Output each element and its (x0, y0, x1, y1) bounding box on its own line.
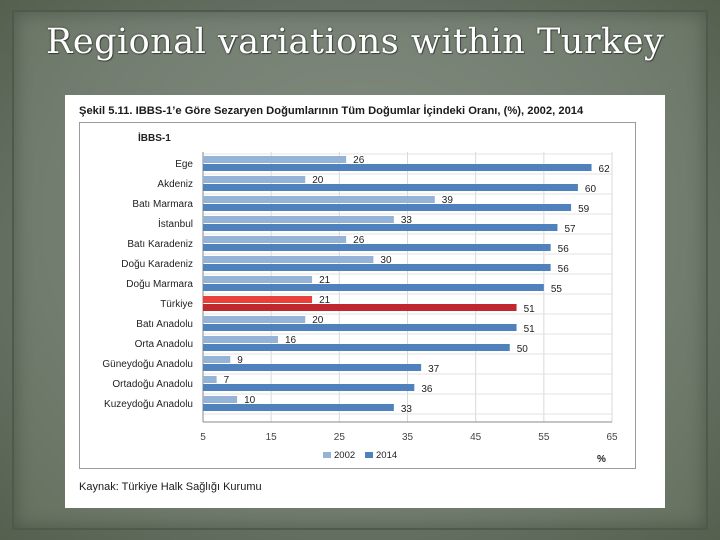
figure-caption: Şekil 5.11. IBBS-1’e Göre Sezaryen Doğum… (79, 105, 584, 117)
category-label: Ege (175, 159, 193, 170)
bar-2014 (203, 164, 592, 171)
data-label-2014: 60 (585, 184, 597, 195)
data-label-2002: 21 (319, 295, 331, 306)
data-label-2014: 57 (564, 224, 576, 235)
data-label-2014: 55 (551, 284, 563, 295)
bar-2002 (203, 276, 313, 283)
data-label-2002: 20 (312, 175, 324, 186)
data-label-2002: 10 (244, 395, 256, 406)
x-tick-label: 55 (538, 432, 550, 443)
data-label-2002: 30 (380, 255, 392, 266)
data-label-2014: 37 (428, 364, 440, 375)
data-label-2014: 59 (578, 204, 590, 215)
data-label-2002: 33 (401, 215, 413, 226)
data-label-2002: 26 (353, 235, 365, 246)
category-label: Batı Marmara (132, 199, 193, 210)
x-tick-label: 65 (606, 432, 618, 443)
bar-2002 (203, 336, 278, 343)
data-label-2014: 56 (558, 244, 570, 255)
legend-label-2002: 2002 (334, 450, 355, 461)
category-label: Türkiye (160, 299, 193, 310)
x-tick-label: 25 (334, 432, 346, 443)
category-label: Doğu Karadeniz (121, 259, 193, 270)
data-label-2014: 62 (599, 164, 611, 175)
bar-2002 (203, 376, 217, 383)
bar-2002 (203, 196, 435, 203)
data-label-2014: 51 (524, 324, 536, 335)
category-label: İstanbul (158, 217, 193, 230)
legend-swatch-2014 (365, 452, 373, 458)
data-label-2014: 33 (401, 404, 413, 415)
bar-2002 (203, 216, 394, 223)
x-tick-label: 5 (200, 432, 206, 443)
figure-source: Kaynak: Türkiye Halk Sağlığı Kurumu (79, 481, 262, 493)
x-tick-label: 35 (402, 432, 414, 443)
data-label-2002: 20 (312, 315, 324, 326)
category-label: Kuzeydoğu Anadolu (104, 399, 193, 410)
slide-title: Regional variations within Turkey (46, 22, 665, 62)
data-label-2002: 26 (353, 155, 365, 166)
x-tick-label: 15 (266, 432, 278, 443)
category-label: Doğu Marmara (126, 279, 193, 290)
bar-2002 (203, 316, 306, 323)
legend-label-2014: 2014 (376, 450, 397, 461)
bar-2014 (203, 304, 517, 311)
figure-panel: Şekil 5.11. IBBS-1’e Göre Sezaryen Doğum… (65, 95, 665, 508)
bar-2002 (203, 256, 374, 263)
bar-2014 (203, 244, 551, 251)
data-label-2002: 39 (442, 195, 454, 206)
category-label: Ortadoğu Anadolu (112, 379, 193, 390)
bar-2014 (203, 364, 422, 371)
data-label-2014: 50 (517, 344, 529, 355)
bar-2014 (203, 404, 394, 411)
bar-2002 (203, 156, 347, 163)
data-label-2002: 16 (285, 335, 297, 346)
category-label: Güneydoğu Anadolu (102, 359, 193, 370)
bar-2014 (203, 324, 517, 331)
data-label-2014: 36 (421, 384, 433, 395)
data-label-2002: 7 (224, 375, 230, 386)
bar-2014 (203, 184, 578, 191)
category-label: Orta Anadolu (135, 339, 193, 350)
data-label-2014: 56 (558, 264, 570, 275)
chart-box: İBBS-1 5 15 25 35 45 55 65 Ege 26 62 Akdeniz 20 60 Bat… (79, 122, 636, 469)
category-label: Batı Karadeniz (127, 239, 193, 250)
data-label-2002: 9 (237, 355, 243, 366)
bar-2014 (203, 204, 572, 211)
category-label: Akdeniz (157, 179, 193, 190)
category-label: Batı Anadolu (136, 319, 193, 330)
x-axis-unit-label: % (597, 454, 606, 465)
bar-2014 (203, 344, 510, 351)
bar-2002 (203, 176, 306, 183)
bar-2014 (203, 224, 558, 231)
bar-2002 (203, 396, 238, 403)
bar-2002 (203, 236, 347, 243)
bar-2002 (203, 296, 313, 303)
bar-2014 (203, 384, 415, 391)
bar-2014 (203, 284, 544, 291)
x-tick-label: 45 (470, 432, 482, 443)
bar-2014 (203, 264, 551, 271)
y-axis-label: İBBS-1 (138, 131, 171, 144)
data-label-2002: 21 (319, 275, 331, 286)
data-label-2014: 51 (524, 304, 536, 315)
bar-2002 (203, 356, 231, 363)
legend-swatch-2002 (323, 452, 331, 458)
